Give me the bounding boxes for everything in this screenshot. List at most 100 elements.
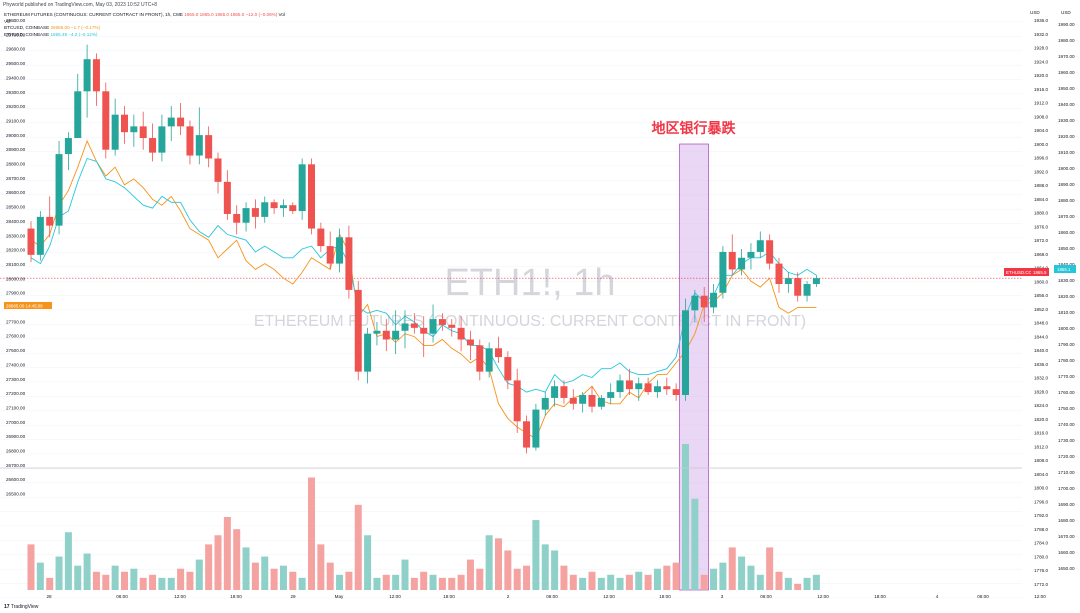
candle-body [83, 59, 91, 92]
volume-bar [223, 517, 231, 590]
eth-inner-badge: ETHUSD.COI 1865.5 [1004, 268, 1049, 276]
candle-body [644, 383, 652, 393]
time-axis-label: 28 [46, 594, 52, 599]
time-axis-label: 29 [290, 594, 296, 599]
volume-bar [672, 562, 680, 590]
inner-axis-tick: 1808.0 [1034, 458, 1048, 463]
candle-body [551, 386, 559, 398]
candle [186, 120, 194, 165]
candle-body [756, 240, 764, 252]
volume-bar [195, 559, 203, 590]
candle-body [364, 333, 372, 372]
candle-body [579, 395, 587, 404]
outer-axis-tick: 1760.00 [1058, 390, 1075, 395]
candle [756, 231, 764, 258]
candle [700, 286, 708, 322]
left-axis-tick: 29400.00 [6, 75, 26, 80]
candle-body [167, 117, 175, 127]
volume-bar [298, 577, 306, 590]
candle [794, 272, 802, 302]
volume-bar [747, 565, 755, 590]
candle [233, 205, 241, 235]
inner-axis-tick: 1876.0 [1034, 224, 1048, 229]
volume-bar [784, 577, 792, 590]
outer-axis-tick: 1720.00 [1058, 454, 1075, 459]
volume-bar [597, 577, 605, 590]
legend-eth-name: ETHUSD, COINBASE [4, 31, 50, 37]
volume-bar [233, 529, 241, 590]
candle [710, 284, 718, 314]
candle [728, 234, 736, 276]
time-axis-label: May [335, 594, 344, 599]
candle-body [298, 164, 306, 212]
volume-bar [205, 544, 213, 590]
left-axis-tick: 27700.00 [6, 319, 26, 324]
legend-btc-row[interactable]: BTCUSD, COINBASE 28685.00 −1.7 (−0.17%) [4, 25, 285, 32]
tradingview-logo[interactable]: 17 TradingView [4, 604, 38, 610]
candle [541, 392, 549, 416]
eth-inner-badge-label: ETHUSD.COI [1006, 270, 1033, 275]
legend-main-row[interactable]: ETHEREUM FUTURES (CONTINUOUS: CURRENT CO… [4, 12, 285, 19]
candle [130, 114, 138, 147]
volume-bar [345, 571, 353, 590]
left-axis-tick: 29600.00 [6, 47, 26, 52]
candle-body [336, 237, 344, 264]
volume-bar [392, 574, 400, 590]
inner-axis-tick: 1788.0 [1034, 527, 1048, 532]
time-axis-label: 12:00 [174, 594, 186, 599]
volume-bars [27, 444, 820, 590]
outer-axis-tick: 1910.00 [1058, 150, 1075, 155]
candle [111, 98, 119, 156]
annotation-label[interactable]: 地区银行暴跌 [652, 120, 737, 137]
candle-body [139, 126, 147, 139]
inner-axis-tick: 1828.0 [1034, 389, 1048, 394]
eth-outer-badge-value: 1865.1 [1057, 267, 1071, 272]
candle-body [448, 324, 456, 328]
candle-body [64, 138, 72, 155]
grid-lines [0, 21, 1022, 599]
volume-bar [336, 574, 344, 590]
left-axis-tick: 29300.00 [6, 90, 26, 95]
volume-bar [466, 559, 474, 590]
time-axis: 28 06:00 12:00 18:00 29 May 12:00 18:00 2 06:00 12… [46, 594, 1046, 599]
candle-body [55, 154, 63, 226]
candle [308, 158, 315, 235]
left-axis-tick: 28100.00 [6, 262, 26, 267]
candle-body [532, 409, 540, 448]
inner-axis-tick: 1908.0 [1034, 114, 1048, 119]
volume-bar [410, 577, 418, 590]
candle-body [36, 216, 44, 255]
volume-bar [64, 532, 72, 590]
right-axis-currency: USD [1061, 10, 1071, 15]
candle-body [485, 348, 493, 372]
volume-bar [36, 562, 44, 590]
candle-body [195, 135, 203, 156]
candle-body [700, 295, 708, 308]
time-axis-label: 18:00 [443, 594, 455, 599]
left-axis-tick: 29000.00 [6, 133, 26, 138]
candle-body [719, 251, 727, 293]
inner-axis-tick: 1820.0 [1034, 417, 1048, 422]
candle [195, 107, 203, 165]
left-axis-tick: 26800.00 [6, 449, 26, 454]
candle-body [523, 421, 531, 448]
candle-body [513, 380, 521, 422]
legend-eth-row[interactable]: ETHUSD, COINBASE 1865.49 −4.2 (−0.12%) [4, 32, 285, 39]
symbol-watermark: ETH1!, 1h ETHEREUM FUTURES (CONTINUOUS: … [254, 262, 806, 330]
legend-vol-row[interactable]: Vol — [4, 18, 17, 24]
candle [139, 111, 147, 150]
volume-bar [429, 574, 437, 590]
inner-axis-tick: 1892.0 [1034, 169, 1048, 174]
candle [429, 304, 437, 343]
inner-axis-tick: 1800.0 [1034, 486, 1048, 491]
volume-bar [523, 565, 531, 590]
candle-body [476, 345, 484, 372]
inner-axis-tick: 1868.0 [1034, 252, 1048, 257]
volume-bar [504, 550, 512, 590]
inner-axis-tick: 1924.0 [1034, 59, 1048, 64]
candle [653, 380, 661, 398]
inner-axis-tick: 1932.0 [1034, 32, 1048, 37]
time-axis-label: 12:00 [817, 594, 829, 599]
candle-body [775, 263, 783, 285]
